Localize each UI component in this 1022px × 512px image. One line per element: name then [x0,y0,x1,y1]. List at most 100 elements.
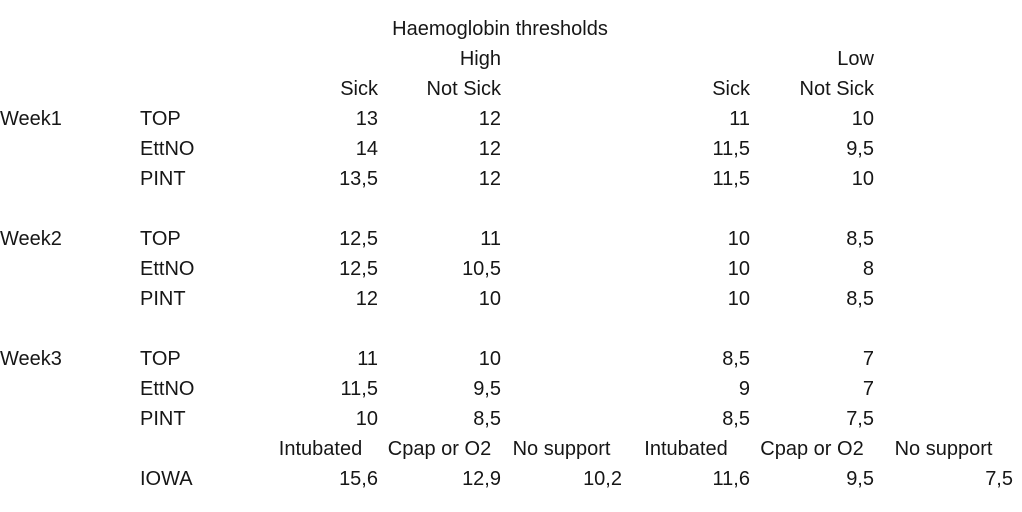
value-cell: 12,5 [339,228,378,250]
value-cell: 9 [738,378,750,400]
trial-name: TOP [140,348,181,370]
trial-name: TOP [140,228,181,250]
support-column-header: No support [512,438,611,460]
value-cell: 7 [862,378,874,400]
value-cell: 11 [357,348,378,370]
empty-cell [0,284,140,314]
support-column-header: Intubated [278,438,363,460]
empty-cell [501,404,622,434]
iowa-value: 7,5 [985,468,1013,490]
value-cell: 11,5 [340,378,378,400]
empty-cell [0,254,140,284]
value-cell: 10 [851,168,874,190]
value-cell: 10 [727,288,750,310]
empty-cell [140,74,263,104]
value-cell: 13,5 [339,168,378,190]
value-cell: 11,5 [712,168,750,190]
table-row: PINT 13,5 12 11,5 10 [0,164,1013,194]
iowa-value: 15,6 [339,468,378,490]
value-cell: 12,5 [339,258,378,280]
value-cell: 7 [862,348,874,370]
value-cell: 8,5 [722,408,750,430]
high-sick-header: Sick [340,78,378,100]
value-cell: 9,5 [473,378,501,400]
empty-cell [0,44,140,74]
value-cell: 8,5 [473,408,501,430]
empty-cell [874,374,1013,404]
support-column-header: Cpap or O2 [760,438,864,460]
support-header-row: Intubated Cpap or O2 No support Intubate… [0,434,1013,464]
support-column-header: Cpap or O2 [387,438,492,460]
table-row: Week2 TOP 12,5 11 10 8,5 [0,224,1013,254]
empty-cell [0,404,140,434]
value-cell: 12 [478,138,501,160]
iowa-row: IOWA 15,6 12,9 10,2 11,6 9,5 7,5 [0,464,1013,494]
empty-cell [874,404,1013,434]
value-cell: 10 [727,228,750,250]
trial-name: PINT [140,288,186,310]
value-cell: 13 [355,108,378,130]
empty-cell [0,74,140,104]
spacer-row [0,194,1013,224]
week-label: Week1 [0,108,62,130]
iowa-value: 9,5 [846,468,874,490]
value-cell: 8,5 [722,348,750,370]
empty-cell [874,284,1013,314]
empty-cell [874,224,1013,254]
value-cell: 8,5 [846,288,874,310]
empty-cell [874,134,1013,164]
haemoglobin-table: Haemoglobin thresholds High Low Sick Not… [0,14,1013,494]
title-row: Haemoglobin thresholds [0,14,1013,44]
low-sick-header: Sick [712,78,750,100]
value-cell: 10 [851,108,874,130]
empty-cell [501,134,622,164]
trial-name: PINT [140,408,186,430]
high-not-sick-header: Not Sick [426,78,501,100]
support-column-header: No support [894,438,993,460]
support-column-header: Intubated [644,438,728,460]
table-row: PINT 10 8,5 8,5 7,5 [0,404,1013,434]
empty-cell [0,14,378,44]
empty-cell [874,344,1013,374]
empty-cell [501,254,622,284]
empty-cell [874,164,1013,194]
empty-cell [501,224,622,254]
week-label: Week3 [0,348,62,370]
empty-cell [501,284,622,314]
value-cell: 12 [355,288,378,310]
empty-cell [501,44,622,74]
empty-cell [501,164,622,194]
group-low-label: Low [837,48,874,70]
subheader-row: Sick Not Sick Sick Not Sick [0,74,1013,104]
low-not-sick-header: Not Sick [799,78,874,100]
trial-name: EttNO [140,138,195,160]
value-cell: 14 [355,138,378,160]
table-row: PINT 12 10 10 8,5 [0,284,1013,314]
value-cell: 8,5 [846,228,874,250]
empty-cell [0,314,1013,344]
empty-cell [0,434,140,464]
spacer-row [0,314,1013,344]
empty-cell [874,254,1013,284]
empty-cell [874,44,1013,74]
iowa-label: IOWA [140,468,193,490]
empty-cell [501,344,622,374]
value-cell: 10 [727,258,750,280]
empty-cell [501,74,622,104]
iowa-value: 10,2 [583,468,622,490]
iowa-value: 12,9 [462,468,501,490]
table-row: Week3 TOP 11 10 8,5 7 [0,344,1013,374]
value-cell: 10 [355,408,378,430]
empty-cell [263,44,378,74]
value-cell: 11 [480,228,501,250]
empty-cell [874,74,1013,104]
empty-cell [0,164,140,194]
table-row: Week1 TOP 13 12 11 10 [0,104,1013,134]
empty-cell [0,464,140,494]
trial-name: EttNO [140,258,195,280]
value-cell: 10,5 [462,258,501,280]
trial-name: TOP [140,108,181,130]
table-row: EttNO 11,5 9,5 9 7 [0,374,1013,404]
table-row: EttNO 12,5 10,5 10 8 [0,254,1013,284]
